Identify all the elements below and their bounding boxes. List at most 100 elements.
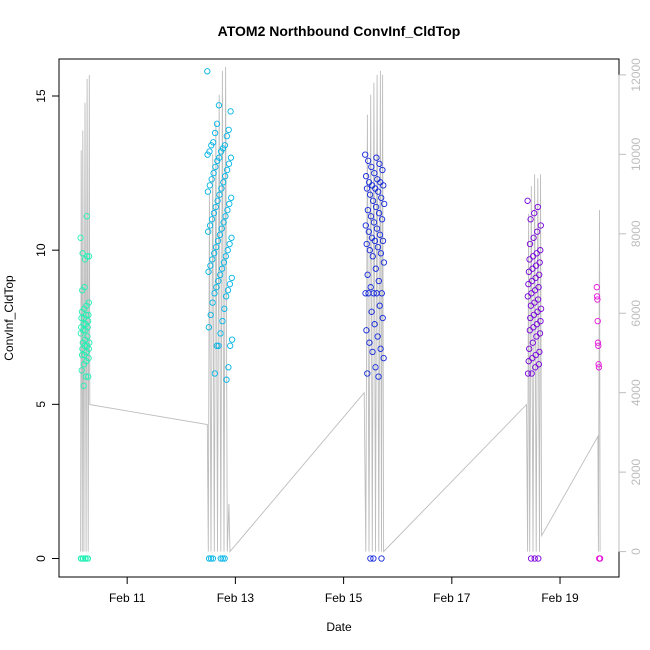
data-point-0-2 [81,256,89,263]
data-point-1-49 [220,259,228,266]
data-point-2-58 [372,364,379,371]
data-point-2-32 [371,237,379,245]
data-point-0-5 [83,213,90,220]
data-point-2-49 [368,308,375,315]
data-point-2-33 [363,240,370,248]
data-point-0-38 [78,367,85,374]
data-point-1-22 [208,176,215,183]
data-point-2-47 [365,290,372,297]
data-point-1-17 [225,160,233,167]
data-point-2-48 [376,302,383,309]
data-point-1-67 [228,336,236,343]
y2-tick-label-6: 12000 [629,58,643,92]
y2-tick-label-3: 6000 [629,300,643,327]
data-point-0-40 [82,373,90,380]
data-point-2-54 [366,339,373,346]
data-point-1-40 [216,231,224,238]
data-point-2-38 [380,259,388,266]
data-point-1-12 [217,148,225,155]
data-point-2-36 [377,250,385,257]
data-point-1-65 [205,324,212,331]
data-point-1-35 [208,216,216,223]
data-point-4-0 [593,284,600,291]
data-point-3-31 [537,317,544,325]
data-point-0-49 [79,555,87,562]
data-point-0-39 [85,373,92,380]
data-point-2-35 [366,247,373,254]
data-point-3-16 [536,271,543,278]
data-point-1-55 [215,277,222,285]
y-tick-label-3: 15 [34,89,48,103]
data-point-3-15 [525,268,533,275]
y-axis: 0 5 10 15 [34,89,60,562]
data-point-3-45 [528,370,535,377]
data-point-3-41 [529,354,536,362]
data-point-2-1 [373,154,380,161]
data-point-1-30 [226,200,233,208]
data-point-0-4 [85,253,93,260]
y-tick-label-2: 10 [34,243,48,257]
data-point-1-27 [216,191,223,198]
data-point-1-23 [220,179,227,186]
data-point-1-45 [224,247,231,254]
data-point-1-37 [206,222,214,229]
data-point-0-0 [77,234,84,241]
data-point-1-19 [223,166,231,174]
data-point-3-46 [524,370,532,377]
secondary-y-axis: 0 2000 4000 6000 8000 10000 12000 [618,58,643,555]
data-point-1-43 [226,240,233,248]
data-point-2-31 [379,237,387,245]
data-point-4-3 [594,317,601,325]
data-point-3-14 [529,265,536,272]
data-point-2-29 [376,231,384,238]
x-axis: Feb 11 Feb 13 Feb 15 Feb 17 Feb 19 [109,576,579,605]
data-point-1-16 [214,157,221,164]
data-point-1-5 [211,129,219,137]
x-tick-label-0: Feb 11 [109,591,146,605]
data-point-1-75 [221,555,228,562]
data-point-0-15 [78,314,85,322]
x-tick-label-4: Feb 19 [541,591,579,605]
data-point-1-57 [213,284,220,291]
data-point-2-37 [369,253,376,260]
data-point-3-13 [532,262,540,269]
data-point-2-0 [362,151,369,158]
y-tick-label-1: 5 [34,401,48,408]
data-point-3-32 [533,321,541,328]
data-point-2-39 [372,265,379,272]
x-tick-label-1: Feb 13 [217,591,255,605]
data-point-2-25 [370,219,378,226]
data-point-1-8 [221,142,229,149]
data-point-2-21 [364,206,372,214]
data-point-1-62 [221,305,228,312]
data-point-1-33 [210,210,218,217]
data-point-4-6 [595,361,602,368]
data-point-2-14 [363,185,371,192]
data-point-2-16 [366,191,374,198]
data-point-2-24 [378,216,386,223]
data-point-1-71 [225,364,232,371]
secondary-line-layer [80,66,601,553]
data-point-2-61 [367,555,374,562]
data-point-1-38 [218,225,225,232]
data-point-1-66 [217,330,224,337]
data-point-1-39 [205,228,212,235]
data-point-1-34 [222,213,229,220]
data-point-3-6 [530,234,537,241]
data-point-4-5 [595,342,602,349]
data-point-1-46 [211,250,218,257]
data-point-1-1 [215,102,223,109]
x-tick-label-3: Feb 17 [433,591,471,605]
data-point-3-49 [527,555,535,562]
y-axis-label: ConvInf_CldTop [2,275,16,361]
data-point-3-12 [536,259,543,266]
data-point-1-6 [223,132,230,140]
data-point-0-14 [80,314,87,322]
data-point-2-5 [379,166,386,174]
data-point-1-42 [214,237,222,245]
data-point-2-62 [378,555,385,562]
data-point-2-3 [376,160,383,167]
data-point-1-68 [215,342,222,349]
data-point-1-44 [212,243,220,251]
data-point-1-53 [217,271,224,278]
